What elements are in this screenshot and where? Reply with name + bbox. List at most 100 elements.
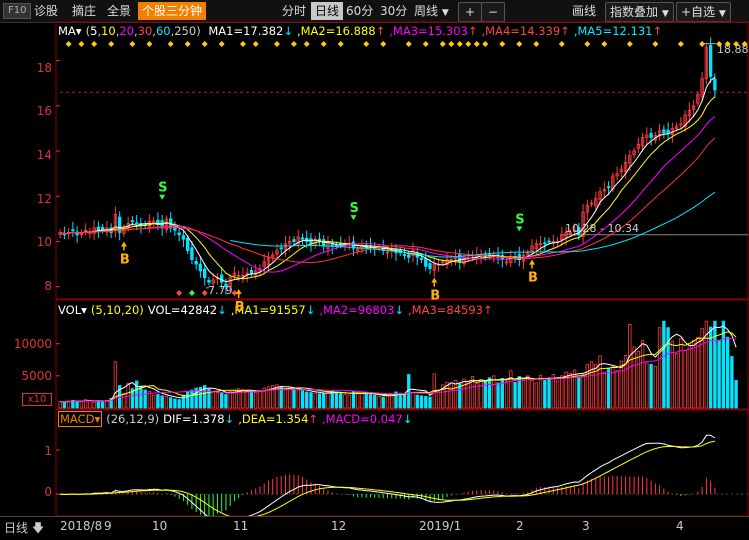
candle-body (687, 109, 692, 117)
signal-diamond (91, 41, 98, 47)
vol-indicator-dropdown[interactable]: VOL▾ (58, 303, 87, 317)
signal-diamond (677, 41, 684, 47)
signal-diamond (231, 290, 238, 296)
volume-bar (377, 396, 381, 409)
volume-bar (275, 384, 279, 409)
volume-bar (100, 401, 105, 409)
candle-body (449, 259, 453, 261)
ma-indicator-dropdown[interactable]: MA▾ (58, 24, 82, 38)
volume-bar (653, 365, 658, 409)
60min-tab[interactable]: 60分 (346, 4, 374, 18)
candle-body (424, 258, 428, 267)
volume-bar (666, 327, 670, 409)
volume-bar (577, 376, 581, 409)
candle-body (594, 198, 598, 207)
candle-body (572, 229, 577, 232)
x-tick-12: 12 (331, 519, 347, 533)
candle-body (526, 252, 530, 256)
candle-body (288, 241, 292, 245)
candle-body (534, 243, 538, 250)
intraday-tab[interactable]: 分时 (282, 4, 307, 18)
volume-bar (700, 327, 704, 409)
vol-ma3-arrow: ↑ (483, 303, 493, 317)
candle-body (640, 137, 645, 147)
volume-bar (207, 388, 211, 409)
volume-bar (606, 367, 611, 409)
stock-3min-button[interactable]: 个股三分钟 (138, 2, 207, 20)
range-label: 10.28 - 10.34 (565, 222, 639, 235)
volume-bar (713, 320, 717, 409)
volume-bar (564, 371, 568, 409)
volume-bar (58, 401, 62, 409)
ma5-value: ,MA5=12.131 (573, 24, 653, 38)
volume-bar (543, 379, 547, 409)
volume-bar (194, 387, 198, 409)
volume-bar (492, 375, 496, 409)
signal-diamond (482, 41, 489, 47)
volume-bar (75, 401, 79, 409)
candle-body (704, 46, 709, 80)
candle-body (547, 240, 551, 243)
candle-body (636, 143, 641, 149)
candle-body (309, 238, 313, 245)
volume-bar (560, 375, 564, 409)
candle-body (458, 254, 462, 263)
volume-bar (657, 327, 662, 409)
candle-body (185, 237, 190, 251)
volume-bar (147, 390, 152, 409)
add-watchlist-dropdown[interactable]: +自选 ▼ (676, 2, 731, 22)
ma-params-open: ( (85, 24, 91, 38)
volume-bar (407, 374, 411, 409)
sell-signal-label: S (158, 181, 167, 196)
candle-body (283, 243, 288, 251)
candle-body (71, 229, 75, 232)
sell-signal-label: S (515, 212, 524, 227)
weekly-dropdown[interactable]: 周线 ▼ (410, 2, 453, 20)
volume-bar (636, 351, 641, 409)
buy-arrow-icon (235, 288, 242, 294)
volume-bar (143, 389, 147, 409)
ma-param-3: 20 (119, 24, 134, 38)
volume-bar (139, 385, 143, 409)
volume-bar (445, 381, 449, 409)
30min-tab[interactable]: 30分 (380, 4, 408, 18)
volume-bar (632, 346, 636, 409)
candle-body (700, 78, 704, 97)
dif-value: DIF=1.378 (163, 412, 225, 426)
volume-bar (190, 389, 194, 409)
period-switch-button[interactable]: 日线 🡇 (4, 519, 44, 540)
signal-diamond (626, 41, 633, 47)
volume-ma-line (60, 337, 737, 403)
volume-bar (691, 340, 696, 409)
volume-bar (730, 356, 734, 409)
signal-diamond (290, 41, 297, 47)
signal-diamond (167, 41, 174, 47)
candle-body (194, 260, 198, 265)
pick-button[interactable]: 摘庄 (72, 4, 97, 18)
volume-bar (581, 374, 585, 409)
zoom-out-button[interactable]: − (481, 2, 505, 22)
candle-body (334, 244, 339, 247)
volume-bar (156, 394, 160, 409)
kline-chart[interactable]: S B B S B S B S (0, 0, 749, 516)
volume-bar (551, 374, 555, 409)
daily-tab[interactable]: 日线 (311, 2, 344, 20)
volume-bar (683, 349, 687, 409)
signal-diamond (337, 41, 344, 47)
buy-arrow-icon (529, 259, 536, 265)
f10-button[interactable]: F10 (3, 3, 32, 19)
volume-bar (62, 401, 67, 409)
volume-bar (598, 355, 602, 409)
draw-line-button[interactable]: 画线 (572, 4, 597, 18)
candle-body (564, 232, 568, 238)
panorama-button[interactable]: 全景 (107, 4, 132, 18)
macd-indicator-dropdown[interactable]: MACD▾ (58, 411, 103, 427)
volume-bar (330, 390, 334, 409)
diagnose-button[interactable]: 诊股 (34, 4, 59, 18)
ma-param-6: 250 (174, 24, 197, 38)
candle-body (623, 161, 628, 173)
volume-bar (717, 340, 721, 409)
volume-bar (402, 393, 407, 409)
candle-body (279, 247, 283, 250)
signal-diamond (405, 41, 412, 47)
